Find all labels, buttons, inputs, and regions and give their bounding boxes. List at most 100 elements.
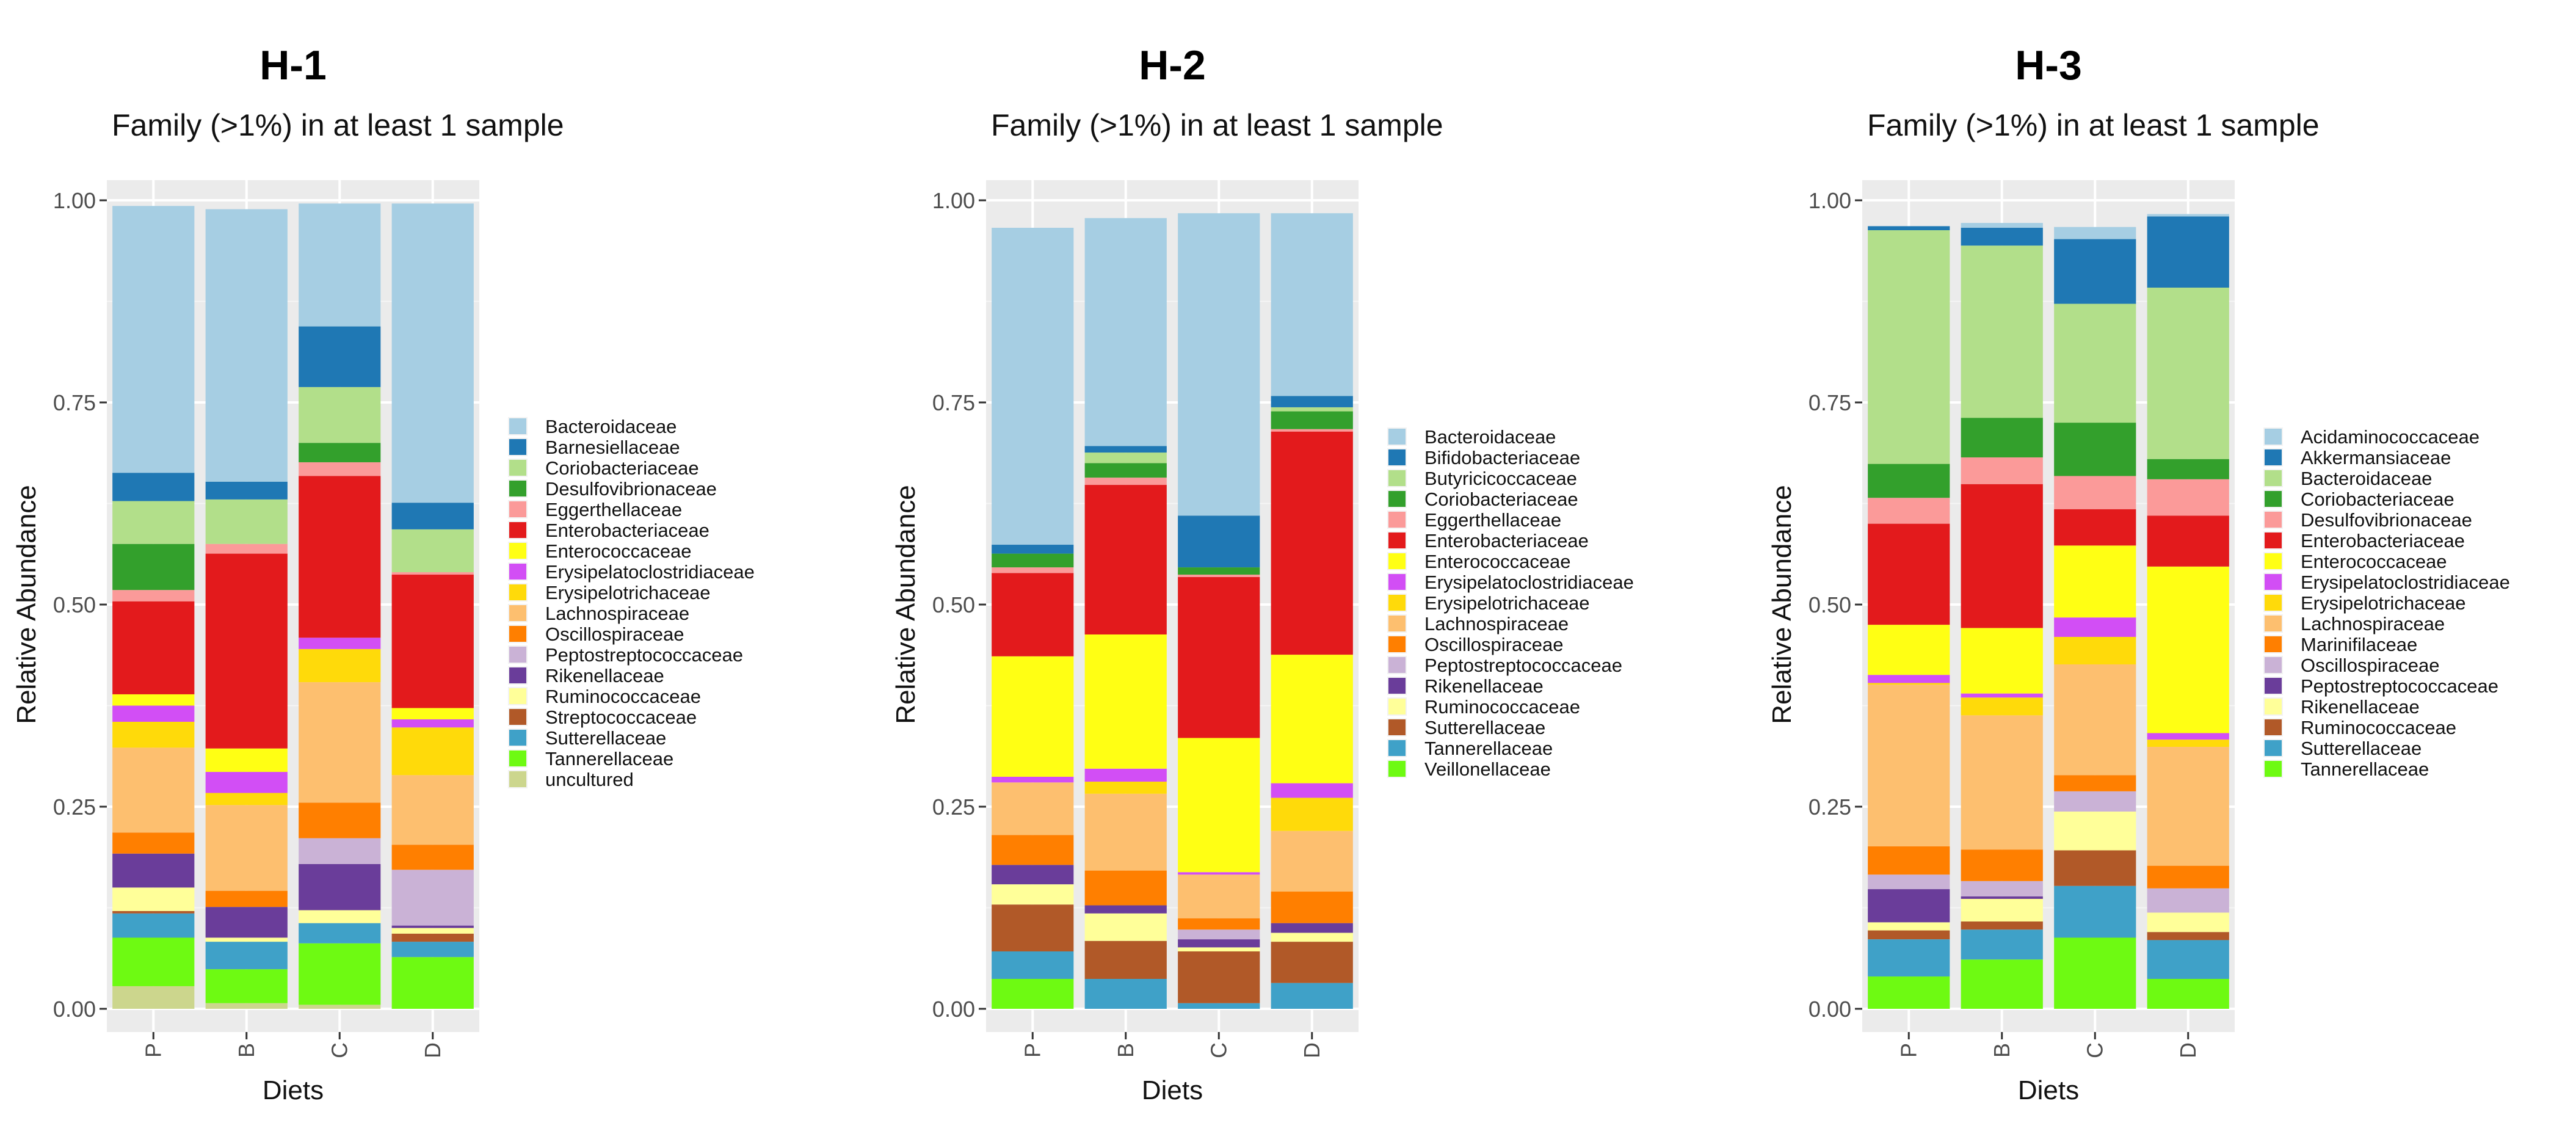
bar-segment-c-sutterellaceae [299,923,381,943]
legend-key-eggerthellaceae [508,500,528,518]
y-tick-label: 0.25 [1809,794,1851,820]
bar-segment-b-ruminococcaceae [1084,913,1167,941]
bar-segment-p-rikenellaceae [112,853,195,888]
bar-segment-c-tannerellaceae [299,943,381,1005]
bar-segment-p-lachnospiraceae [1868,685,1950,846]
bar-segment-b-erysipelatoclostridiaceae [1961,693,2043,698]
legend-key-enterobacteriaceae [508,521,528,539]
bar-segment-b-barnesiellaceae [205,481,288,500]
bar-segment-b-tannerellaceae [1084,979,1167,1009]
x-tick-label: B [234,1043,259,1058]
bar-segment-b-ruminococcaceae [1961,921,2043,930]
bar-segment-b-lachnospiraceae [1961,715,2043,850]
bar-segment-d-tannerellaceae [391,957,474,1009]
legend-key-ruminococcaceae [1387,697,1407,716]
bar-segment-b-acidaminococcaceae [1961,223,2043,228]
bar-segment-d-erysipelotrichaceae [391,727,474,776]
bar-segment-c-eggerthellaceae [1178,575,1260,577]
legend-label: Tannerellaceae [2301,758,2429,780]
bar-segment-b-bifidobacteriaceae [1084,446,1167,453]
bar-segment-d-acidaminococcaceae [2147,214,2229,217]
bar-segment-b-butyricicoccaceae [1084,453,1167,463]
legend-key-erysipelotrichaceae [2263,594,2283,612]
bar-segment-p-erysipelatoclostridiaceae [1868,675,1950,683]
bar-segment-p-lachnospiraceae [992,782,1074,835]
legend-key-sutterellaceae [1387,718,1407,736]
bar-segment-b-coriobacteriaceae [205,499,288,544]
x-tick-label: D [1299,1042,1324,1058]
panel-title: H-1 [259,42,327,89]
x-axis-title: Diets [2018,1075,2079,1105]
bar-segment-p-oscillospiraceae [1868,874,1950,890]
legend-key-coriobacteriaceae [1387,490,1407,508]
bar-segment-d-coriobacteriaceae [1271,411,1353,429]
bar-segment-d-ruminococcaceae [391,928,474,934]
bar-segment-d-erysipelotrichaceae [2147,740,2229,747]
legend-label: Coriobacteriaceae [2301,489,2454,510]
bar-segment-d-enterococcaceae [1271,655,1353,783]
bar-segment-p-peptostreptococcaceae [1868,889,1950,923]
bar-segment-c-oscillospiraceae [2054,791,2136,812]
legend-key-marinifilaceae [2263,635,2283,653]
legend-key-tannerellaceae [508,749,528,768]
bar-segment-c-tannerellaceae [1178,1003,1260,1009]
x-tick-label: C [1206,1042,1231,1058]
bar-segment-b-oscillospiraceae [205,890,288,907]
legend-key-peptostreptococcaceae [508,645,528,664]
legend-key-tannerellaceae [1387,739,1407,757]
y-tick-label: 1.00 [53,188,96,213]
legend-label: Sutterellaceae [1424,717,1545,738]
panel-subtitle: Family (>1%) in at least 1 sample [991,108,1443,142]
legend-key-enterococcaceae [2263,552,2283,570]
legend-key-oscillospiraceae [2263,656,2283,674]
legend-label: Ruminococcaceae [1424,696,1580,718]
legend-label: Bacteroidaceae [545,416,677,437]
bar-segment-d-oscillospiraceae [1271,892,1353,923]
bar-segment-d-rikenellaceae [2147,912,2229,932]
x-tick-label: C [327,1042,352,1058]
bar-segment-b-peptostreptococcaceae [1961,896,2043,899]
bar-segment-b-rikenellaceae [1961,898,2043,922]
bar-segment-p-coriobacteriaceae [112,501,195,544]
legend-key-ruminococcaceae [2263,718,2283,736]
bar-segment-d-ruminococcaceae [1271,932,1353,942]
legend-label: Enterobacteriaceae [545,520,709,541]
bar-segment-p-tannerellaceae [1868,976,1950,1009]
bar-segment-p-desulfovibrionaceae [1868,498,1950,524]
bar-segment-d-lachnospiraceae [391,775,474,845]
legend-label: Erysipelotrichaceae [545,582,711,603]
bar-segment-p-tannerellaceae [992,951,1074,980]
legend-label: Peptostreptococcaceae [2301,675,2498,697]
bar-segment-p-barnesiellaceae [112,473,195,501]
bar-segment-b-lachnospiraceae [205,805,288,891]
bar-segment-d-lachnospiraceae [1271,831,1353,892]
bar-segment-d-enterobacteriaceae [2147,515,2229,567]
bar-segment-c-lachnospiraceae [1178,874,1260,918]
bar-segment-c-erysipelatoclostridiaceae [2054,617,2136,637]
bar-segment-d-akkermansiaceae [2147,216,2229,288]
bar-segment-c-bacteroidaceae [1178,213,1260,516]
bar-segment-c-coriobacteriaceae [299,387,381,443]
legend-label: Lachnospiraceae [545,603,689,624]
bar-segment-d-sutterellaceae [1271,942,1353,983]
bar-segment-b-sutterellaceae [205,942,288,970]
bar-segment-d-ruminococcaceae [2147,932,2229,940]
legend-label: Ruminococcaceae [545,686,701,707]
legend-label: Rikenellaceae [545,665,664,686]
bar-segment-c-rikenellaceae [2054,811,2136,851]
bar-segment-b-marinifilaceae [1961,849,2043,881]
panel-title: H-2 [1139,42,1206,89]
legend-key-enterococcaceae [1387,552,1407,570]
bar-segment-b-erysipelotrichaceae [205,793,288,805]
bar-segment-p-enterococcaceae [992,656,1074,777]
legend-key-desulfovibrionaceae [2263,511,2283,529]
legend-label: Enterobacteriaceae [2301,530,2465,551]
y-tick-label: 0.75 [53,390,96,415]
bar-segment-c-eggerthellaceae [299,462,381,476]
legend: AcidaminococcaceaeAkkermansiaceaeBactero… [2263,426,2510,780]
y-tick-label: 0.50 [53,592,96,617]
y-tick-label: 0.75 [1809,390,1851,415]
x-tick-label: B [1989,1043,2014,1058]
bar-segment-c-sutterellaceae [2054,885,2136,938]
legend-label: Coriobacteriaceae [545,457,699,479]
